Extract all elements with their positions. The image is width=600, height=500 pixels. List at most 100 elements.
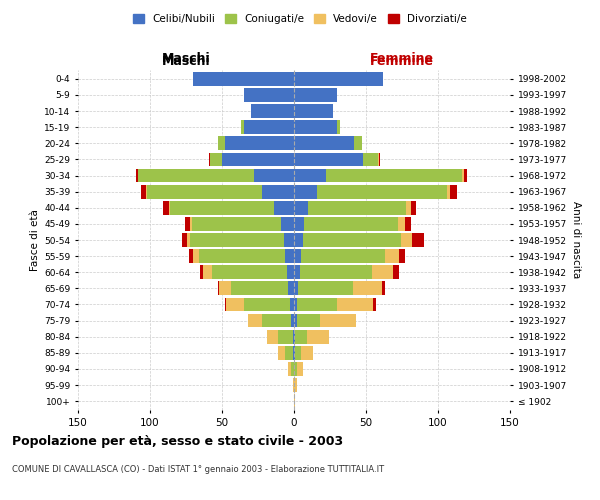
Bar xyxy=(222,152,294,166)
Bar xyxy=(286,346,293,360)
Bar xyxy=(463,168,464,182)
Bar xyxy=(379,152,380,166)
Bar xyxy=(254,168,294,182)
Bar xyxy=(262,314,291,328)
Bar xyxy=(301,250,385,263)
Bar xyxy=(401,233,412,247)
Bar xyxy=(241,120,244,134)
Bar xyxy=(353,282,382,295)
Text: COMUNE DI CAVALLASCA (CO) - Dati ISTAT 1° gennaio 2003 - Elaborazione TUTTITALIA: COMUNE DI CAVALLASCA (CO) - Dati ISTAT 1… xyxy=(12,465,384,474)
Bar xyxy=(262,185,294,198)
Bar xyxy=(294,152,363,166)
Bar xyxy=(203,266,212,279)
Bar xyxy=(225,136,294,150)
Bar xyxy=(298,282,353,295)
Bar xyxy=(190,233,284,247)
Bar xyxy=(294,233,302,247)
Bar xyxy=(185,217,190,230)
Bar xyxy=(294,201,308,214)
Bar xyxy=(287,266,294,279)
Bar xyxy=(136,168,139,182)
Bar xyxy=(139,168,254,182)
Bar xyxy=(294,136,355,150)
Bar xyxy=(398,217,405,230)
Bar xyxy=(219,282,230,295)
Bar xyxy=(187,233,190,247)
Bar xyxy=(294,104,333,118)
Bar xyxy=(294,120,337,134)
Bar xyxy=(326,168,463,182)
Bar xyxy=(182,233,187,247)
Bar xyxy=(294,185,317,198)
Bar xyxy=(373,298,376,312)
Bar xyxy=(405,217,410,230)
Bar xyxy=(295,346,301,360)
Bar xyxy=(320,314,356,328)
Bar xyxy=(294,266,300,279)
Bar xyxy=(294,250,301,263)
Text: Femmine: Femmine xyxy=(370,52,434,65)
Bar xyxy=(394,266,399,279)
Bar xyxy=(212,266,287,279)
Bar xyxy=(200,266,203,279)
Bar xyxy=(372,266,394,279)
Bar xyxy=(169,201,170,214)
Bar xyxy=(199,250,286,263)
Bar xyxy=(230,282,288,295)
Bar xyxy=(294,330,295,344)
Bar xyxy=(301,346,313,360)
Bar xyxy=(304,217,398,230)
Bar xyxy=(209,152,211,166)
Bar xyxy=(385,250,399,263)
Bar xyxy=(266,330,278,344)
Bar xyxy=(317,185,446,198)
Bar xyxy=(337,298,373,312)
Legend: Celibi/Nubili, Coniugati/e, Vedovi/e, Divorziati/e: Celibi/Nubili, Coniugati/e, Vedovi/e, Di… xyxy=(129,10,471,29)
Bar xyxy=(218,136,225,150)
Bar xyxy=(377,152,379,166)
Bar xyxy=(290,298,294,312)
Bar xyxy=(294,378,297,392)
Bar xyxy=(406,201,410,214)
Bar xyxy=(244,88,294,102)
Bar xyxy=(355,136,362,150)
Bar xyxy=(189,250,193,263)
Bar xyxy=(399,250,405,263)
Bar xyxy=(307,330,329,344)
Bar xyxy=(284,233,294,247)
Bar xyxy=(190,217,192,230)
Bar xyxy=(446,185,449,198)
Bar xyxy=(294,88,337,102)
Bar xyxy=(449,185,457,198)
Bar xyxy=(170,201,274,214)
Bar xyxy=(288,282,294,295)
Bar xyxy=(294,298,297,312)
Bar xyxy=(294,217,304,230)
Bar xyxy=(337,120,340,134)
Bar xyxy=(286,250,294,263)
Text: Femmine: Femmine xyxy=(370,54,434,68)
Bar xyxy=(295,330,307,344)
Bar xyxy=(244,298,290,312)
Bar xyxy=(163,201,169,214)
Bar xyxy=(297,362,302,376)
Bar xyxy=(142,185,146,198)
Text: Maschi: Maschi xyxy=(161,52,211,65)
Bar xyxy=(225,298,226,312)
Bar xyxy=(146,185,147,198)
Bar xyxy=(218,282,219,295)
Bar xyxy=(294,362,297,376)
Bar xyxy=(297,298,337,312)
Bar xyxy=(294,314,297,328)
Bar xyxy=(244,120,294,134)
Y-axis label: Fasce di età: Fasce di età xyxy=(30,209,40,271)
Bar xyxy=(464,168,467,182)
Bar xyxy=(363,152,377,166)
Bar xyxy=(297,314,320,328)
Bar xyxy=(300,266,372,279)
Text: Maschi: Maschi xyxy=(161,54,211,68)
Bar xyxy=(248,314,262,328)
Bar xyxy=(193,250,199,263)
Bar xyxy=(226,298,244,312)
Bar xyxy=(294,72,383,86)
